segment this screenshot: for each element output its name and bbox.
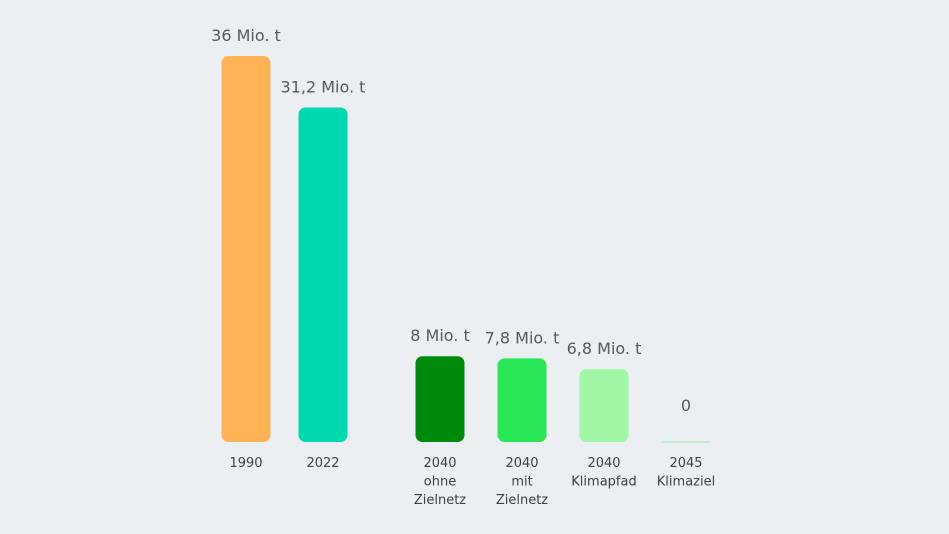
value-label-0: 36 Mio. t [211, 26, 281, 45]
value-label-4: 6,8 Mio. t [567, 339, 642, 358]
bar-3 [497, 358, 547, 442]
category-label-3: 2040 mit Zielnetz [496, 456, 548, 508]
value-label-5: 0 [681, 396, 691, 415]
category-label-2: 2040 ohne Zielnetz [414, 456, 466, 508]
value-label-3: 7,8 Mio. t [485, 328, 560, 347]
bar-2 [415, 356, 465, 442]
bars-group [221, 56, 711, 443]
value-label-1: 31,2 Mio. t [281, 77, 366, 96]
bar-4 [579, 369, 629, 442]
value-label-2: 8 Mio. t [410, 326, 469, 345]
bar-1 [298, 107, 348, 442]
category-label-0: 1990 [229, 456, 262, 471]
value-labels-group: 36 Mio. t 31,2 Mio. t 8 Mio. t 7,8 Mio. t 6,… [211, 26, 691, 415]
category-labels-group: 1990 2022 2040 ohne Zielnetz 2040 mit Zielnetz 2… [229, 456, 715, 508]
category-label-1: 2022 [306, 456, 339, 471]
category-label-4: 2040 Klimapfad [571, 456, 636, 490]
bar-0 [221, 56, 271, 442]
category-label-5: 2045 Klimaziel [657, 456, 715, 490]
